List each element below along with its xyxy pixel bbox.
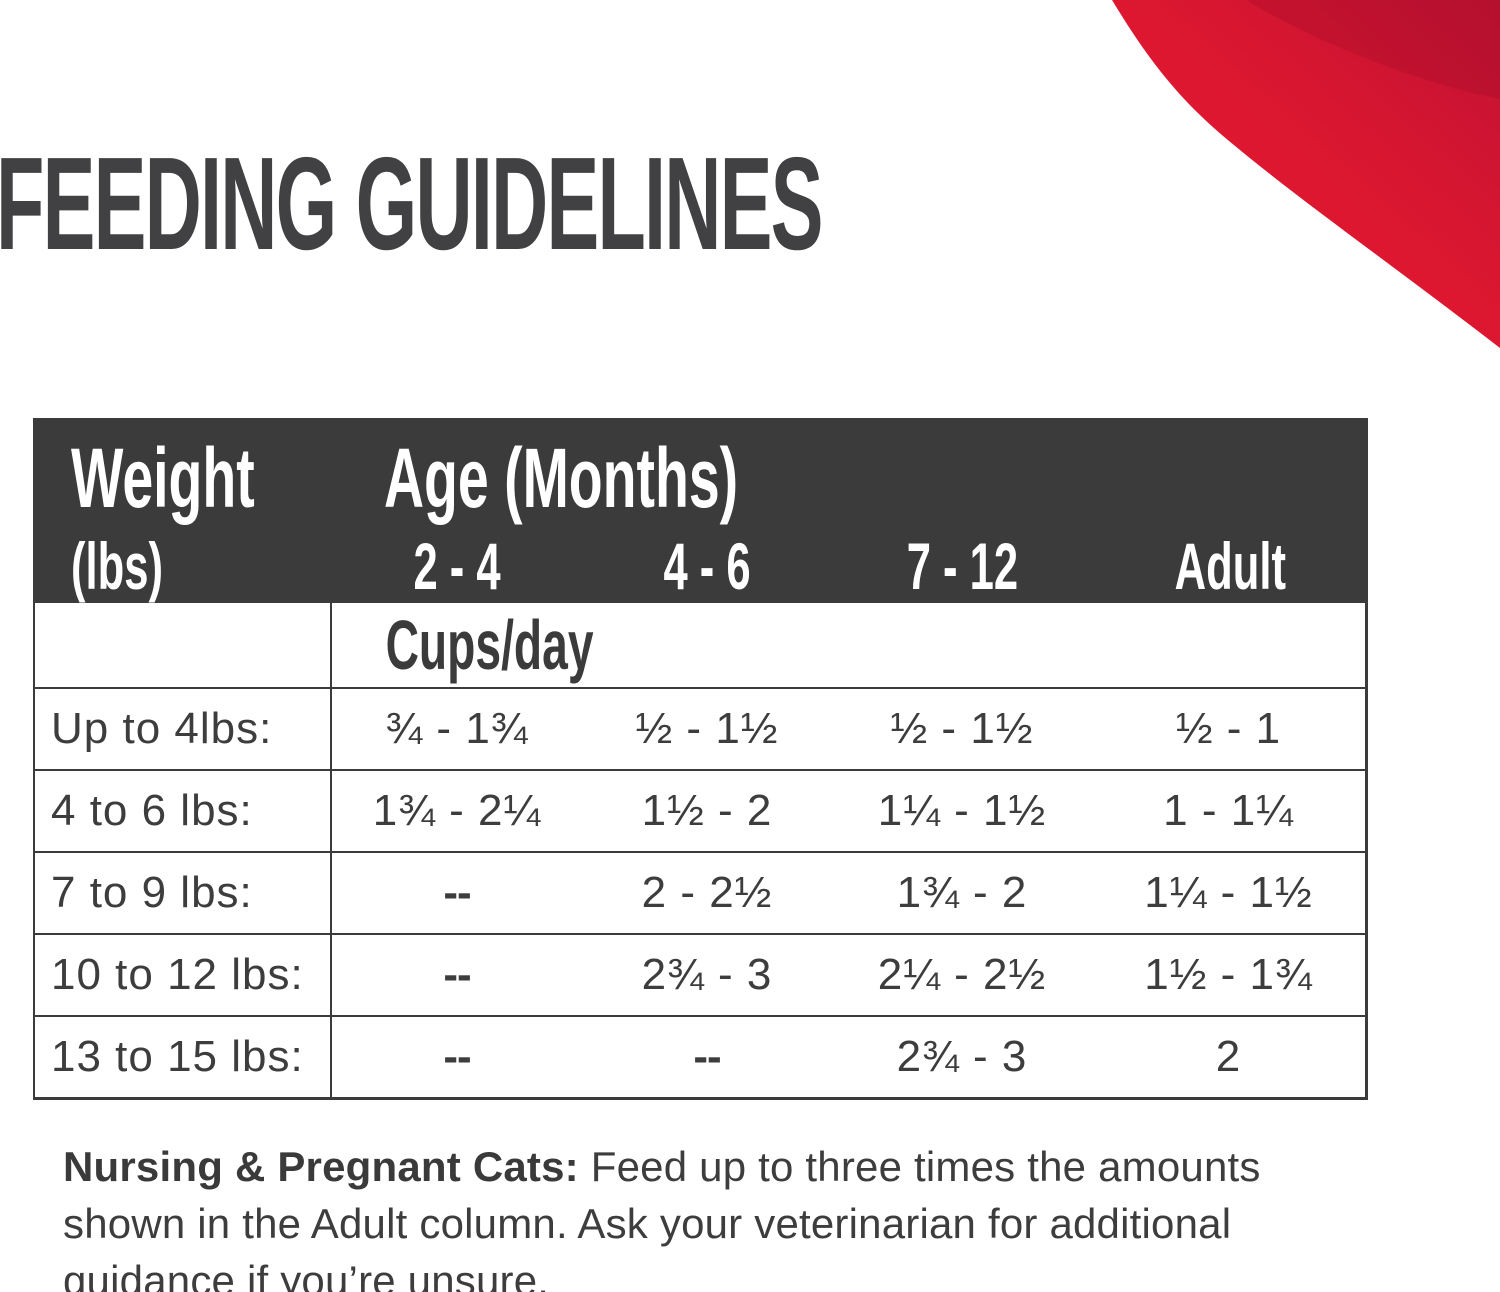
cell-value: 2 - 2½ [641, 868, 773, 917]
table-row: 13 to 15 lbs: -- -- 2¾ - 3 2 [35, 1017, 1365, 1097]
footnote-line: shown in the Adult column. Ask your vete… [63, 1200, 1232, 1247]
cell-value: 1½ - 2 [641, 786, 773, 835]
cups-per-day-label: Cups/day [385, 606, 594, 684]
cell-value: -- [443, 950, 471, 999]
age-col-4-6: 4 - 6 [663, 529, 751, 603]
cell-value: 2 [1215, 1032, 1242, 1081]
age-col-7-12: 7 - 12 [906, 529, 1018, 603]
cell-value: 1¾ - 2 [896, 868, 1028, 917]
table-row: Up to 4lbs: ¾ - 1¾ ½ - 1½ ½ - 1½ ½ - 1 [35, 689, 1365, 771]
row-label: 10 to 12 lbs: [35, 935, 332, 1015]
age-col-2-4: 2 - 4 [413, 529, 501, 603]
cell-value: 1¾ - 2¼ [372, 786, 542, 835]
page-title: FEEDING GUIDELINES [0, 130, 823, 277]
feeding-table: Weight (lbs) Age (Months) 2 - 4 4 - 6 7 … [33, 418, 1368, 1100]
age-months-label: Age (Months) [384, 431, 739, 525]
cell-value: -- [443, 868, 471, 917]
footnote: Nursing & Pregnant Cats: Feed up to thre… [63, 1138, 1378, 1292]
cell-value: ¾ - 1¾ [385, 704, 529, 753]
footnote-line: Feed up to three times the amounts [590, 1143, 1261, 1190]
age-col-adult: Adult [1174, 529, 1286, 603]
weight-column-header: Weight (lbs) [35, 418, 332, 603]
units-row-spacer [35, 603, 332, 687]
cell-value: -- [693, 1032, 721, 1081]
cell-value: 2¼ - 2½ [877, 950, 1047, 999]
row-label: 4 to 6 lbs: [35, 771, 332, 851]
footnote-line: guidance if you’re unsure. [63, 1257, 550, 1292]
cell-value: 1½ - 1¾ [1144, 950, 1313, 999]
table-row: 4 to 6 lbs: 1¾ - 2¼ 1½ - 2 1¼ - 1½ 1 - 1… [35, 771, 1365, 853]
row-label: Up to 4lbs: [35, 689, 332, 769]
cell-value: ½ - 1½ [890, 704, 1034, 753]
row-label: 7 to 9 lbs: [35, 853, 332, 933]
cell-value: 1¼ - 1½ [877, 786, 1047, 835]
age-range-columns: 2 - 4 4 - 6 7 - 12 Adult [332, 530, 1368, 602]
cell-value: 1¼ - 1½ [1144, 868, 1313, 917]
red-swoosh-decoration [1112, 0, 1500, 348]
table-row: 7 to 9 lbs: -- 2 - 2½ 1¾ - 2 1¼ - 1½ [35, 853, 1365, 935]
units-row: Cups/day [35, 603, 1365, 689]
weight-unit-label: (lbs) [71, 529, 163, 603]
table-row: 10 to 12 lbs: -- 2¾ - 3 2¼ - 2½ 1½ - 1¾ [35, 935, 1365, 1017]
cell-value: ½ - 1 [1175, 704, 1282, 753]
weight-label: Weight [71, 431, 255, 525]
cell-value: 1 - 1¼ [1163, 786, 1294, 835]
cell-value: 2¾ - 3 [896, 1032, 1028, 1081]
age-column-header: Age (Months) 2 - 4 4 - 6 7 - 12 Adult [332, 418, 1368, 603]
cell-value: -- [443, 1032, 471, 1081]
footnote-bold-label: Nursing & Pregnant Cats: [63, 1143, 579, 1190]
row-label: 13 to 15 lbs: [35, 1017, 332, 1097]
cell-value: ½ - 1½ [635, 704, 779, 753]
cell-value: 2¾ - 3 [641, 950, 773, 999]
table-header: Weight (lbs) Age (Months) 2 - 4 4 - 6 7 … [35, 418, 1365, 603]
